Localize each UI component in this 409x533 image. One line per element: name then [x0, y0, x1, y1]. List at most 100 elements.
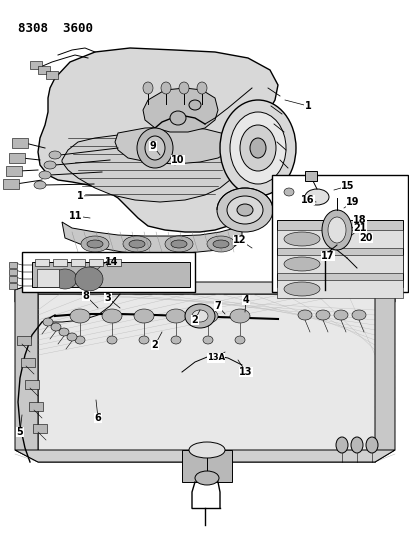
Bar: [30, 61, 42, 69]
Ellipse shape: [170, 111, 186, 125]
Text: 3: 3: [104, 293, 111, 303]
Bar: [271, 175, 407, 292]
Ellipse shape: [161, 82, 171, 94]
Ellipse shape: [196, 82, 207, 94]
Bar: [9, 283, 17, 289]
Bar: [71, 259, 85, 266]
Text: 17: 17: [321, 251, 334, 261]
Ellipse shape: [229, 112, 285, 184]
Ellipse shape: [51, 323, 61, 331]
Ellipse shape: [220, 100, 295, 196]
Polygon shape: [15, 282, 394, 302]
Polygon shape: [115, 127, 231, 164]
Bar: [9, 153, 25, 163]
Ellipse shape: [164, 236, 193, 252]
Ellipse shape: [67, 333, 77, 341]
Ellipse shape: [123, 236, 151, 252]
Bar: [25, 380, 39, 389]
Polygon shape: [15, 282, 38, 462]
Text: 12: 12: [233, 235, 246, 245]
Text: 18: 18: [352, 215, 366, 225]
Text: 14: 14: [105, 257, 119, 267]
Ellipse shape: [234, 336, 245, 344]
Ellipse shape: [283, 257, 319, 271]
Text: 4: 4: [242, 295, 249, 305]
Text: 6: 6: [94, 413, 101, 423]
Ellipse shape: [166, 309, 186, 323]
Bar: [276, 280, 402, 298]
Bar: [9, 276, 17, 282]
Polygon shape: [62, 133, 237, 202]
Ellipse shape: [189, 100, 200, 110]
Bar: [3, 179, 19, 189]
Bar: [276, 255, 402, 273]
Bar: [304, 171, 316, 181]
Bar: [37, 269, 59, 287]
Ellipse shape: [304, 189, 328, 205]
Ellipse shape: [350, 437, 362, 453]
Ellipse shape: [75, 267, 103, 291]
Ellipse shape: [129, 240, 145, 248]
Ellipse shape: [179, 82, 189, 94]
Text: 20: 20: [358, 233, 372, 243]
Text: 1: 1: [76, 191, 83, 201]
Text: 10: 10: [171, 155, 184, 165]
Ellipse shape: [213, 240, 229, 248]
Bar: [89, 259, 103, 266]
Text: 13A: 13A: [207, 353, 225, 362]
Bar: [38, 66, 50, 74]
Ellipse shape: [335, 437, 347, 453]
Ellipse shape: [227, 196, 262, 224]
Ellipse shape: [44, 161, 56, 169]
Ellipse shape: [207, 236, 234, 252]
Text: 9: 9: [149, 141, 156, 151]
Ellipse shape: [195, 471, 218, 485]
Polygon shape: [15, 450, 394, 462]
Text: 8308  3600: 8308 3600: [18, 22, 93, 35]
Polygon shape: [62, 222, 241, 254]
Text: 2: 2: [151, 340, 158, 350]
Ellipse shape: [184, 304, 214, 328]
Bar: [32, 262, 189, 287]
Bar: [6, 166, 22, 176]
Bar: [276, 230, 402, 248]
Ellipse shape: [107, 336, 117, 344]
Ellipse shape: [321, 210, 351, 250]
Ellipse shape: [171, 336, 180, 344]
Bar: [46, 71, 58, 79]
Ellipse shape: [351, 310, 365, 320]
Text: 13: 13: [239, 367, 252, 377]
Ellipse shape: [143, 82, 153, 94]
Ellipse shape: [198, 309, 218, 323]
Bar: [21, 358, 35, 367]
Bar: [182, 450, 231, 482]
Ellipse shape: [191, 310, 207, 322]
Bar: [12, 138, 28, 148]
Bar: [9, 262, 17, 268]
Text: 16: 16: [301, 195, 314, 205]
Polygon shape: [38, 48, 277, 232]
Ellipse shape: [283, 232, 319, 246]
Bar: [29, 402, 43, 411]
Ellipse shape: [365, 437, 377, 453]
Ellipse shape: [137, 128, 173, 168]
Ellipse shape: [202, 336, 213, 344]
Polygon shape: [374, 282, 394, 462]
Ellipse shape: [87, 240, 103, 248]
Ellipse shape: [239, 125, 275, 171]
Ellipse shape: [34, 181, 46, 189]
Ellipse shape: [229, 309, 249, 323]
Ellipse shape: [39, 171, 51, 179]
Text: 15: 15: [340, 181, 354, 191]
Polygon shape: [143, 88, 218, 132]
Text: 11: 11: [69, 211, 83, 221]
Bar: [33, 424, 47, 433]
Text: 2: 2: [191, 315, 198, 325]
Text: 1: 1: [304, 101, 310, 111]
Text: 8: 8: [82, 291, 89, 301]
Ellipse shape: [59, 328, 69, 336]
Ellipse shape: [70, 309, 90, 323]
Ellipse shape: [189, 442, 225, 458]
Ellipse shape: [297, 310, 311, 320]
Ellipse shape: [283, 282, 319, 296]
